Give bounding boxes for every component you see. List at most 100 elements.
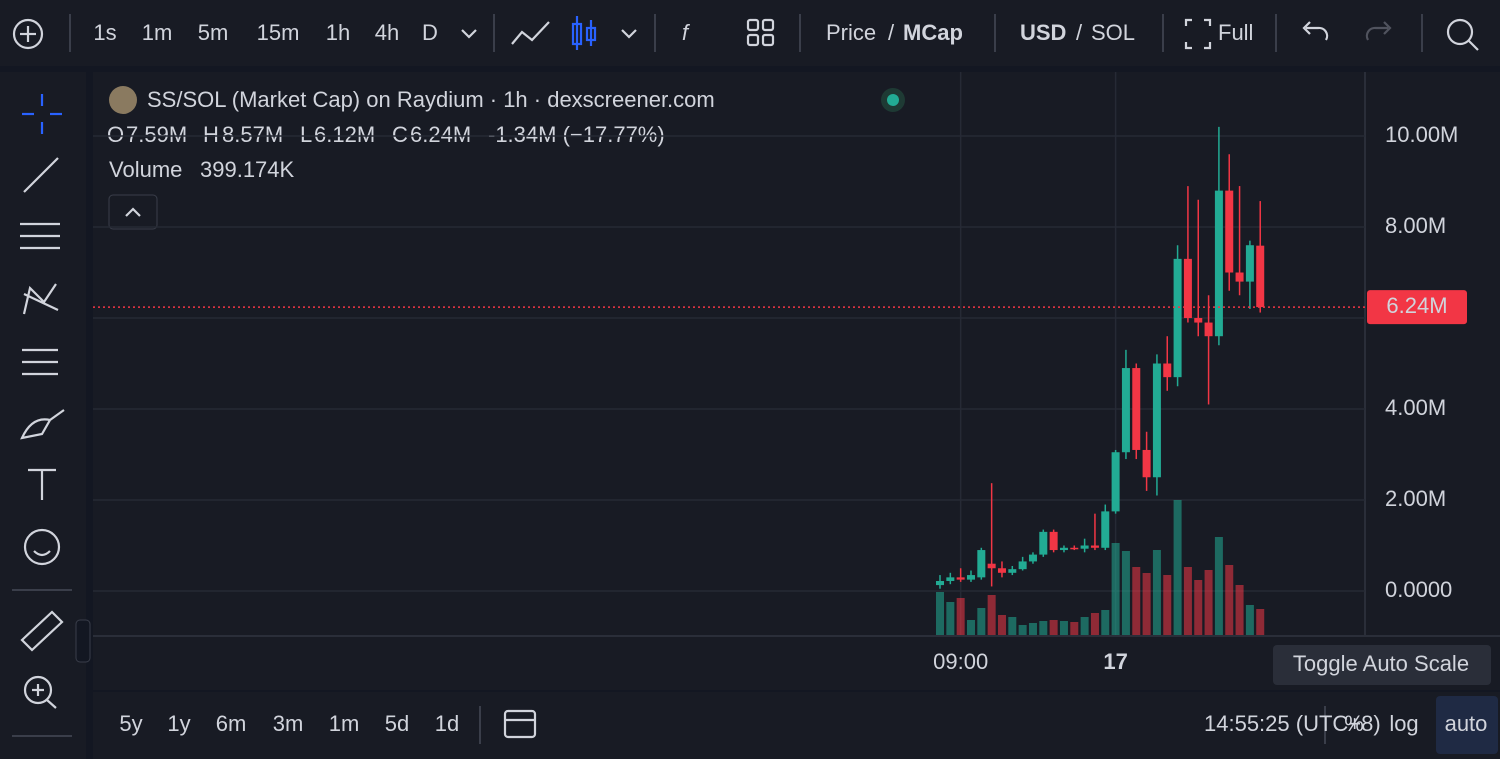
layout-icon[interactable]	[746, 18, 775, 47]
interval-button[interactable]: 4h	[375, 20, 399, 45]
calendar-icon[interactable]	[503, 709, 537, 739]
volume-bar	[997, 615, 1006, 635]
auto-button-bg[interactable]	[1436, 696, 1498, 754]
volume-bar	[956, 598, 965, 635]
candle-body	[997, 568, 1006, 573]
currency-mode[interactable]: USD	[1020, 20, 1066, 45]
redo-icon	[1365, 21, 1392, 41]
last-price-tag	[1367, 290, 1467, 325]
volume-bar	[1225, 565, 1234, 635]
trendline-icon[interactable]	[23, 157, 59, 193]
candle-body	[1256, 245, 1265, 308]
candle-body	[977, 550, 986, 578]
range-button[interactable]: 3m	[273, 711, 304, 736]
interval-button[interactable]: 1s	[93, 20, 116, 45]
ohlc-label: C	[392, 122, 408, 147]
price-mode[interactable]: /	[888, 20, 895, 45]
candle-body	[1235, 272, 1244, 282]
undo-icon[interactable]	[1302, 21, 1329, 41]
candle-icon[interactable]	[571, 16, 597, 50]
y-tick-label: 8.00M	[1385, 213, 1446, 238]
interval-button[interactable]: 1m	[142, 20, 173, 45]
percent-button[interactable]: %	[1344, 711, 1364, 736]
zoom-icon[interactable]	[23, 675, 57, 709]
candle-body	[1183, 258, 1192, 319]
tooltip-text: Toggle Auto Scale	[1293, 651, 1469, 676]
collapse-legend[interactable]	[108, 194, 158, 230]
pattern-icon[interactable]	[22, 283, 59, 315]
auto-button[interactable]: auto	[1445, 711, 1488, 736]
candle-body	[1090, 545, 1099, 548]
range-button[interactable]: 5d	[385, 711, 409, 736]
candle-body	[1152, 363, 1161, 478]
range-button[interactable]: 1m	[329, 711, 360, 736]
volume-bar	[1008, 617, 1017, 635]
chevron-icon	[125, 207, 141, 217]
volume-bar	[1049, 620, 1058, 635]
currency-mode[interactable]: SOL	[1091, 20, 1135, 45]
prediction-icon[interactable]	[22, 348, 58, 376]
indicators-icon[interactable]: f	[682, 20, 691, 45]
volume-bar	[1204, 570, 1213, 635]
volume-bar	[1028, 623, 1037, 635]
range-button[interactable]: 6m	[216, 711, 247, 736]
price-mode[interactable]: Price	[826, 20, 876, 45]
brush-icon[interactable]	[20, 409, 65, 440]
interval-button[interactable]: 15m	[257, 20, 300, 45]
line-chart-icon[interactable]	[511, 21, 550, 45]
volume-bar	[1152, 550, 1161, 635]
fullscreen-icon[interactable]	[1184, 18, 1212, 50]
candle-body	[1101, 511, 1110, 548]
top-toolbar	[0, 0, 1500, 66]
toolbar-separators	[69, 14, 1423, 52]
collapse-handle[interactable]	[75, 619, 91, 663]
interval-button[interactable]: 5m	[198, 20, 229, 45]
bottom-toolbar	[93, 692, 1500, 759]
candle-body	[1204, 322, 1213, 337]
range-button[interactable]: 5y	[119, 711, 142, 736]
log-button[interactable]: log	[1389, 711, 1418, 736]
emoji-icon[interactable]	[23, 528, 61, 566]
candle-body	[987, 563, 996, 569]
clock: 14:55:25 (UTC+8)	[1204, 711, 1381, 736]
range-button[interactable]: 1y	[167, 711, 190, 736]
volume-bar	[977, 608, 986, 635]
candle-body	[1049, 531, 1058, 551]
crosshair-icon[interactable]	[22, 94, 62, 134]
volume-bar	[1194, 580, 1203, 635]
candle-body	[1214, 190, 1223, 337]
candle-body	[966, 575, 975, 580]
token-icon	[109, 86, 137, 114]
candle-body	[1142, 449, 1151, 478]
ruler-icon[interactable]	[20, 610, 64, 652]
dropdown-icon[interactable]	[461, 29, 477, 39]
interval-button[interactable]: D	[422, 20, 438, 45]
price-mode[interactable]: MCap	[903, 20, 963, 45]
fib-icon[interactable]	[20, 222, 60, 250]
range-button[interactable]: 1d	[435, 711, 459, 736]
text-icon[interactable]	[28, 468, 56, 500]
volume-bar	[1256, 608, 1265, 635]
candle-body	[1070, 547, 1079, 550]
chart-pane	[93, 72, 1500, 690]
dropdown-icon[interactable]	[621, 29, 637, 39]
tooltip	[1273, 645, 1491, 685]
volume-bar	[1142, 573, 1151, 635]
volume-bar	[1245, 605, 1254, 635]
volume-bar	[1214, 537, 1223, 635]
x-tick-label: 17	[1103, 649, 1127, 674]
settings-icon[interactable]	[1446, 18, 1479, 51]
interval-button[interactable]: 1h	[326, 20, 350, 45]
volume-bar	[1090, 613, 1099, 635]
add-icon[interactable]	[12, 18, 44, 50]
volume-bar	[1039, 621, 1048, 635]
currency-mode[interactable]: /	[1076, 20, 1083, 45]
full-button[interactable]: Full	[1218, 20, 1253, 45]
candle-body	[1194, 318, 1203, 323]
candle-body	[1028, 554, 1037, 562]
volume-bar	[1111, 543, 1120, 635]
volume-bar	[1183, 567, 1192, 635]
candle-body	[1245, 245, 1254, 282]
